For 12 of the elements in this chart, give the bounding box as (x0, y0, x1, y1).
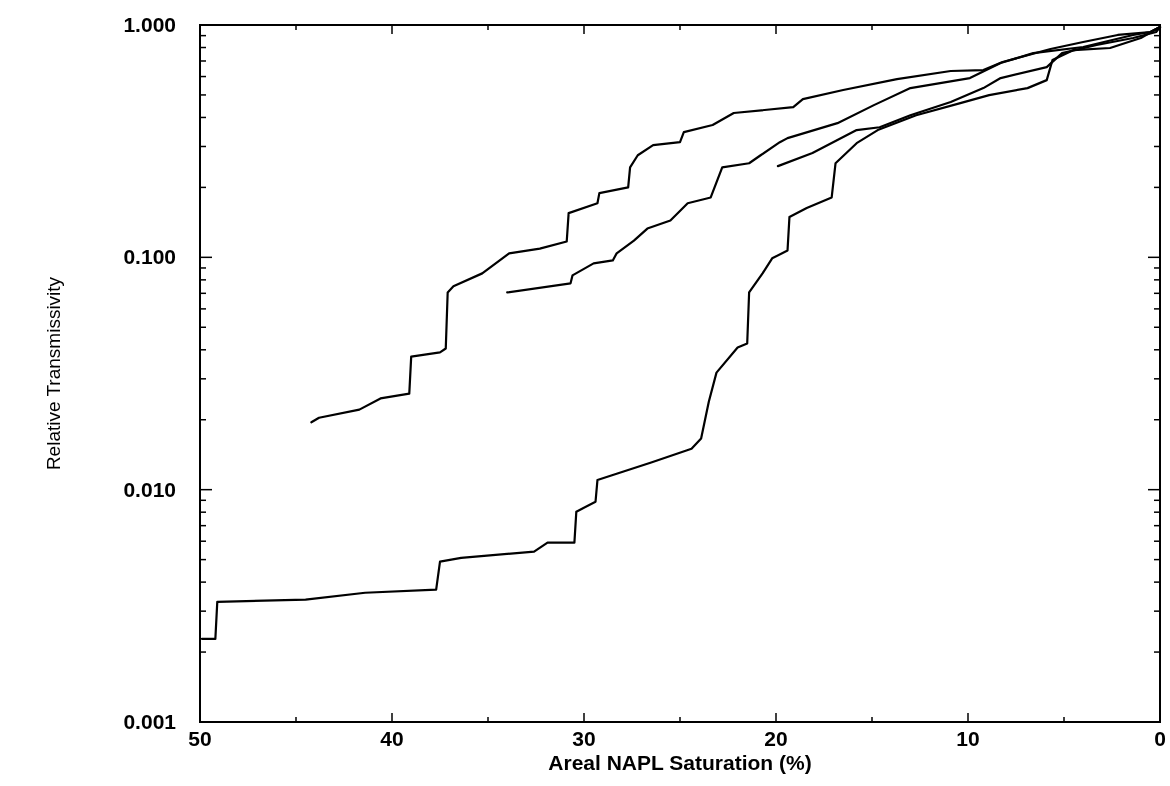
x-tick-label: 40 (380, 727, 404, 750)
x-tick-label: 0 (1154, 727, 1166, 750)
x-tick-label: 10 (956, 727, 980, 750)
x-tick-label: 20 (764, 727, 788, 750)
y-tick-label: 1.000 (123, 13, 176, 36)
x-axis-title: Areal NAPL Saturation (%) (548, 751, 812, 774)
x-tick-label: 50 (188, 727, 212, 750)
x-tick-label: 30 (572, 727, 596, 750)
y-axis-title: Relative Transmissivity (43, 276, 64, 471)
y-tick-label: 0.001 (123, 710, 177, 733)
y-tick-label: 0.100 (123, 245, 176, 269)
y-tick-label: 0.010 (123, 477, 176, 501)
